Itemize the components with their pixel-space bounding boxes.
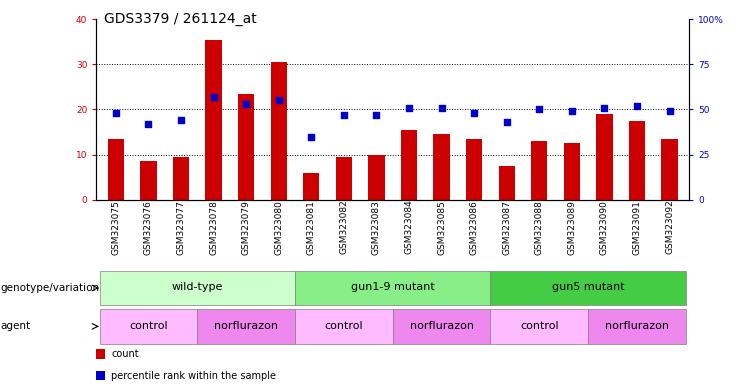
Bar [295, 271, 491, 305]
Point [599, 104, 611, 111]
Text: GSM323085: GSM323085 [437, 200, 446, 255]
Text: control: control [520, 321, 559, 331]
Text: agent: agent [0, 321, 30, 331]
Bar [295, 309, 393, 344]
Text: GSM323092: GSM323092 [665, 200, 674, 255]
Bar [564, 143, 580, 200]
Point [273, 98, 285, 104]
Bar [270, 62, 287, 200]
Text: norflurazon: norflurazon [214, 321, 278, 331]
Text: GSM323075: GSM323075 [111, 200, 120, 255]
Text: GSM323083: GSM323083 [372, 200, 381, 255]
Text: GSM323082: GSM323082 [339, 200, 348, 255]
Bar [205, 40, 222, 200]
Point [664, 108, 676, 114]
Point [534, 106, 545, 113]
Bar [96, 349, 105, 359]
Bar [629, 121, 645, 200]
Bar [140, 161, 156, 200]
Bar [393, 309, 491, 344]
Bar [499, 166, 515, 200]
Text: norflurazon: norflurazon [605, 321, 669, 331]
Text: GDS3379 / 261124_at: GDS3379 / 261124_at [104, 12, 256, 25]
Bar [433, 134, 450, 200]
Point [468, 110, 480, 116]
Text: GSM323080: GSM323080 [274, 200, 283, 255]
Point [110, 110, 122, 116]
Bar [107, 139, 124, 200]
Text: count: count [111, 349, 139, 359]
Text: GSM323086: GSM323086 [470, 200, 479, 255]
Bar [99, 309, 197, 344]
Bar [197, 309, 295, 344]
Text: GSM323084: GSM323084 [405, 200, 413, 255]
Point [338, 112, 350, 118]
Text: GSM323088: GSM323088 [535, 200, 544, 255]
Point [240, 101, 252, 107]
Bar [531, 141, 548, 200]
Text: GSM323077: GSM323077 [176, 200, 185, 255]
Text: GSM323079: GSM323079 [242, 200, 250, 255]
Point [305, 134, 317, 140]
Bar [336, 157, 352, 200]
Bar [491, 271, 686, 305]
Bar [238, 94, 254, 200]
Text: GSM323078: GSM323078 [209, 200, 218, 255]
Text: GSM323081: GSM323081 [307, 200, 316, 255]
Text: GSM323091: GSM323091 [633, 200, 642, 255]
Text: norflurazon: norflurazon [410, 321, 473, 331]
Text: GSM323090: GSM323090 [600, 200, 609, 255]
Text: gun5 mutant: gun5 mutant [552, 282, 625, 292]
Bar [96, 371, 105, 380]
Text: control: control [325, 321, 363, 331]
Bar [368, 155, 385, 200]
Bar [303, 173, 319, 200]
Point [403, 104, 415, 111]
Text: gun1-9 mutant: gun1-9 mutant [350, 282, 435, 292]
Point [501, 119, 513, 125]
Point [175, 117, 187, 123]
Bar [173, 157, 189, 200]
Text: GSM323089: GSM323089 [568, 200, 576, 255]
Text: control: control [129, 321, 167, 331]
Bar [662, 139, 678, 200]
Bar [588, 309, 686, 344]
Text: genotype/variation: genotype/variation [0, 283, 99, 293]
Bar [491, 309, 588, 344]
Point [566, 108, 578, 114]
Point [436, 104, 448, 111]
Point [631, 103, 643, 109]
Point [142, 121, 154, 127]
Text: wild-type: wild-type [172, 282, 223, 292]
Bar [99, 271, 295, 305]
Bar [401, 130, 417, 200]
Text: percentile rank within the sample: percentile rank within the sample [111, 371, 276, 381]
Text: GSM323087: GSM323087 [502, 200, 511, 255]
Point [370, 112, 382, 118]
Bar [466, 139, 482, 200]
Bar [597, 114, 613, 200]
Text: GSM323076: GSM323076 [144, 200, 153, 255]
Point [207, 94, 219, 100]
